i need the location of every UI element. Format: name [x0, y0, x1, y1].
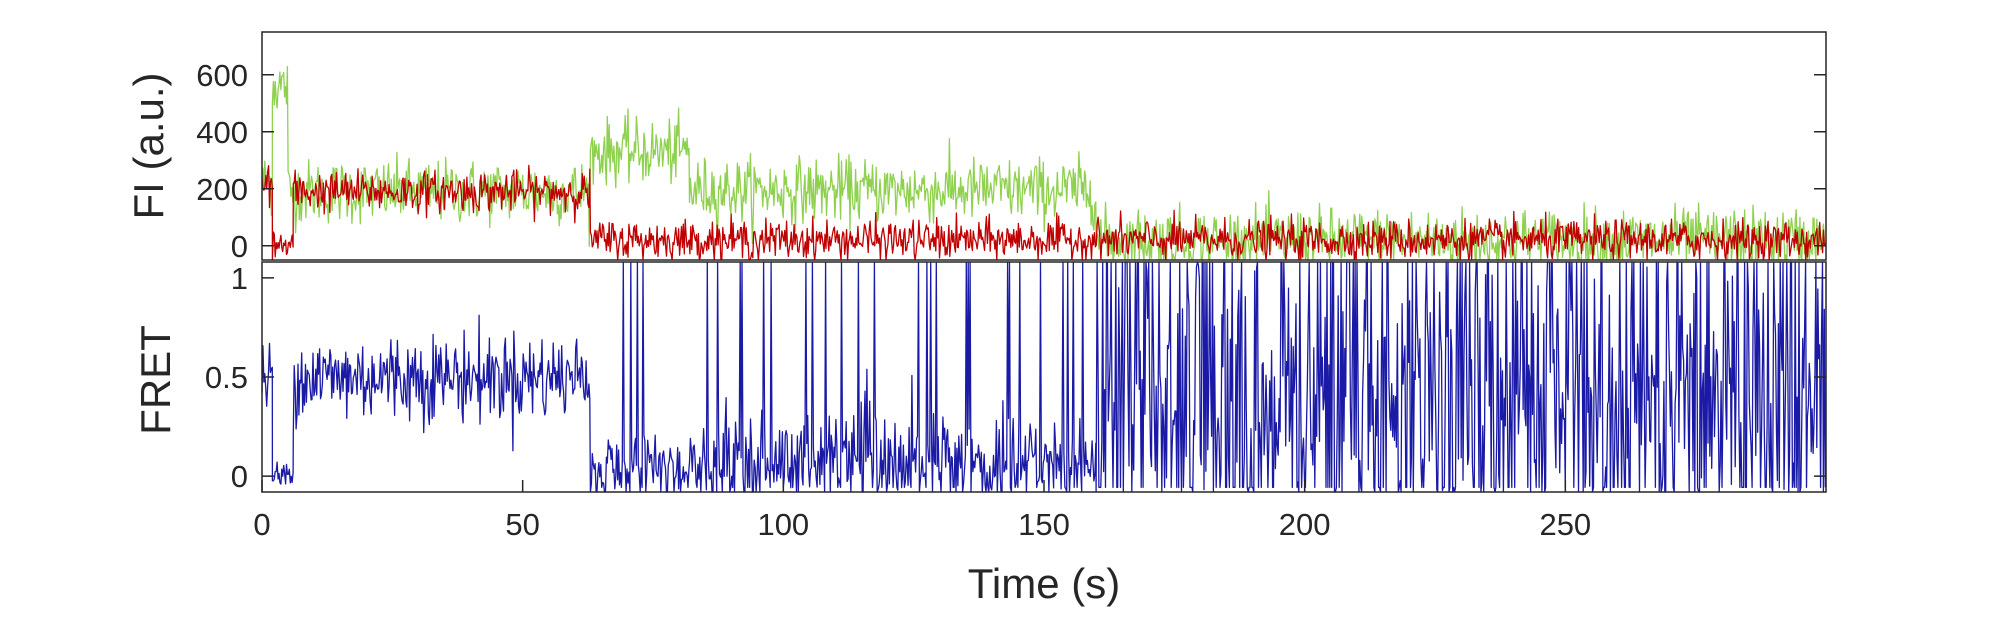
x-tick-label: 0 — [253, 507, 270, 542]
x-axis-label: Time (s) — [968, 560, 1120, 607]
y-tick-label: 1 — [231, 261, 248, 296]
x-tick-label: 150 — [1018, 507, 1070, 542]
x-tick-label: 200 — [1279, 507, 1331, 542]
trace-series-0-1 — [261, 164, 1827, 261]
top-panel: 0 200 400 600 FI (a.u.) — [125, 31, 1827, 264]
y-tick-label: 400 — [196, 115, 248, 150]
bottom-ticks: 0 0.5 1 0 50 100 150 200 250 — [205, 261, 1826, 542]
x-tick-label: 250 — [1539, 507, 1591, 542]
bottom-series-group — [261, 261, 1826, 493]
trace-series-0-0 — [261, 66, 1826, 261]
y-tick-label: 0 — [231, 459, 248, 494]
top-series-group — [261, 66, 1827, 261]
y-tick-label: 0 — [231, 229, 248, 264]
bottom-y-axis-label: FRET — [132, 325, 179, 435]
top-y-ticks: 0 200 400 600 — [196, 58, 1826, 264]
x-tick-label: 50 — [505, 507, 539, 542]
y-tick-label: 600 — [196, 58, 248, 93]
x-tick-label: 100 — [757, 507, 809, 542]
trace-series-1-0 — [261, 261, 1826, 493]
bottom-panel: 0 0.5 1 0 50 100 150 200 250 FRET Time (s) — [132, 261, 1827, 607]
y-tick-label: 0.5 — [205, 360, 248, 395]
top-panel-frame — [261, 31, 1827, 261]
y-tick-label: 200 — [196, 172, 248, 207]
top-y-axis-label: FI (a.u.) — [125, 72, 172, 219]
